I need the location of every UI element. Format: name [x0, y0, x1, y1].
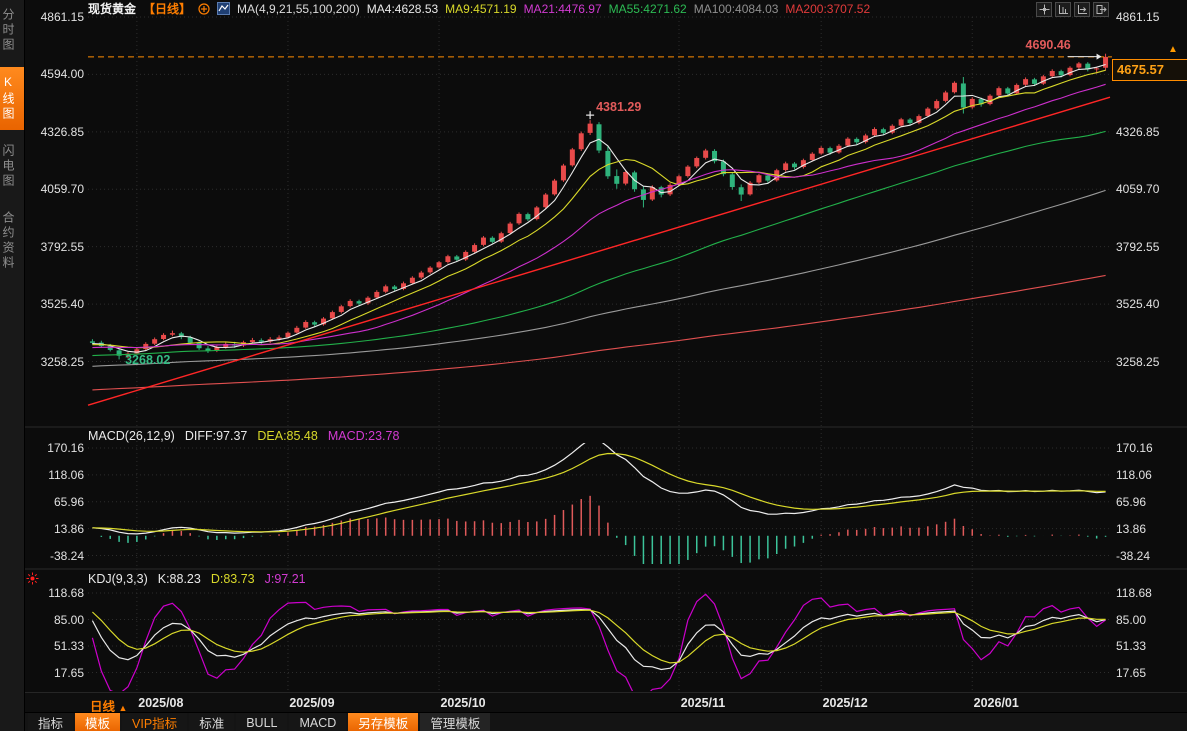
crosshair-icon[interactable]	[1036, 2, 1052, 17]
toolbar-vip-indicators-button[interactable]: VIP指标	[122, 713, 188, 731]
toolbar-bull-button[interactable]: BULL	[236, 713, 288, 731]
toolbar-macd-button[interactable]: MACD	[289, 713, 347, 731]
exit-chart-icon[interactable]	[1093, 2, 1109, 17]
ma-indicator-icon[interactable]	[217, 2, 231, 15]
sidebar-tab-contract-info[interactable]: 合约资料	[1, 211, 15, 271]
toolbar-indicators-button[interactable]: 指标	[28, 713, 74, 731]
sidebar-tab-kline-chart[interactable]: K线图	[0, 67, 24, 130]
sidebar-tab-time-chart[interactable]: 分时图	[1, 8, 15, 53]
axis-scale-icon[interactable]	[1055, 2, 1071, 17]
period-dropdown-arrow-icon: ▲	[118, 703, 128, 713]
compare-icon[interactable]	[198, 2, 210, 15]
toolbar-standard-button[interactable]: 标准	[189, 713, 235, 731]
toolbar-save-template-button[interactable]: 另存模板	[348, 713, 419, 731]
toolbar-template-button[interactable]: 模板	[75, 713, 121, 731]
sidebar: 分时图 K线图 闪电图 合约资料	[0, 0, 25, 731]
sidebar-tab-flash-chart[interactable]: 闪电图	[1, 144, 15, 189]
toolbar-manage-template-button[interactable]: 管理模板	[420, 713, 491, 731]
axis-pan-icon[interactable]	[1074, 2, 1090, 17]
period-selector[interactable]: 日线 ▲	[90, 700, 128, 714]
chart-tools	[1036, 2, 1109, 17]
